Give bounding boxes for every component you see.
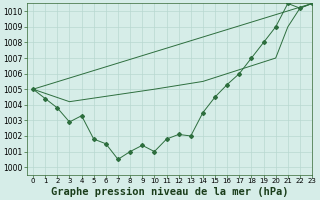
X-axis label: Graphe pression niveau de la mer (hPa): Graphe pression niveau de la mer (hPa) — [51, 186, 288, 197]
